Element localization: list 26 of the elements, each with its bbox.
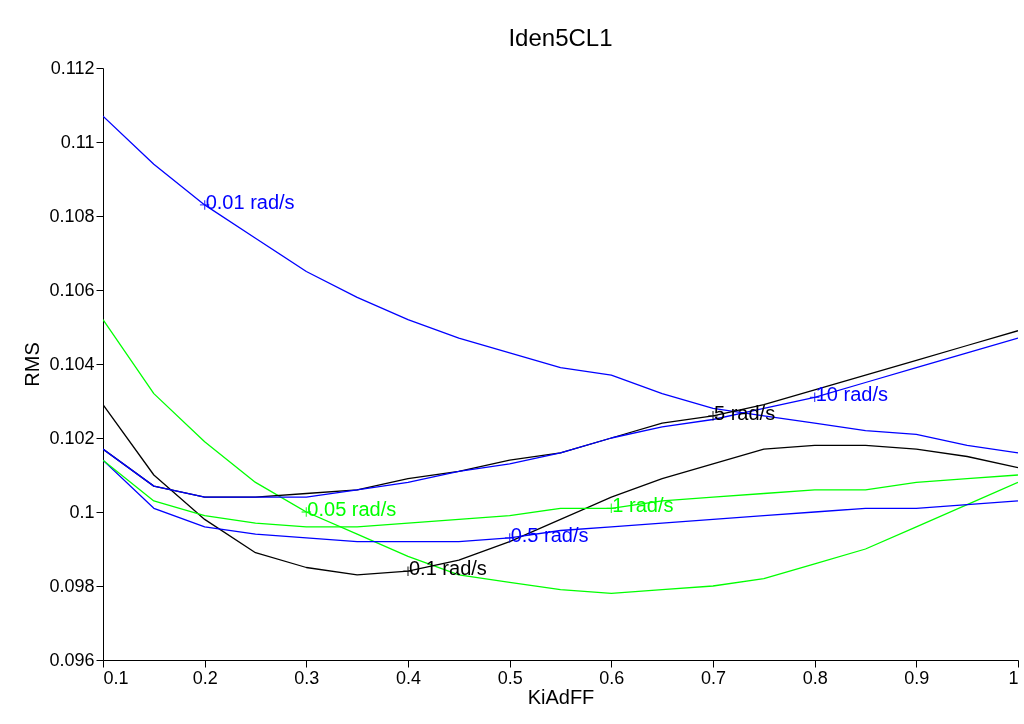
y-tick-label: 0.112 <box>50 57 95 78</box>
x-tick-label: 0.3 <box>294 667 320 688</box>
y-tick-label: 0.108 <box>49 205 95 226</box>
x-tick-label: 0.5 <box>497 667 523 688</box>
x-tick-label: 1 <box>1008 667 1019 688</box>
y-tick-label: 0.11 <box>60 131 95 152</box>
x-axis-title: KiAdFF <box>527 685 595 708</box>
annotation: 0.05 rad/s <box>307 498 397 520</box>
x-tick-label: 0.2 <box>192 667 218 688</box>
y-tick-label: 0.106 <box>49 279 95 300</box>
x-tick-label: 0.7 <box>700 667 727 688</box>
y-tick-label: 0.098 <box>49 575 95 596</box>
x-tick-label: 0.4 <box>395 667 422 688</box>
y-tick-label: 0.102 <box>49 427 95 448</box>
x-tick-label: 0.6 <box>599 667 625 688</box>
line-series <box>103 318 1018 595</box>
y-axis-title: RMS <box>21 342 44 387</box>
y-tick-label: 0.104 <box>49 353 95 374</box>
x-tick-label: 0.8 <box>802 667 828 688</box>
annotation: 0.01 rad/s <box>205 190 295 213</box>
x-tick-label: 0.1 <box>103 667 129 688</box>
y-tick-label: 0.096 <box>49 649 95 670</box>
chart-title: Iden5CL1 <box>508 24 613 51</box>
x-tick-label: 0.9 <box>904 667 930 688</box>
line-series <box>103 459 1018 544</box>
y-tick-label: 0.1 <box>69 501 95 522</box>
